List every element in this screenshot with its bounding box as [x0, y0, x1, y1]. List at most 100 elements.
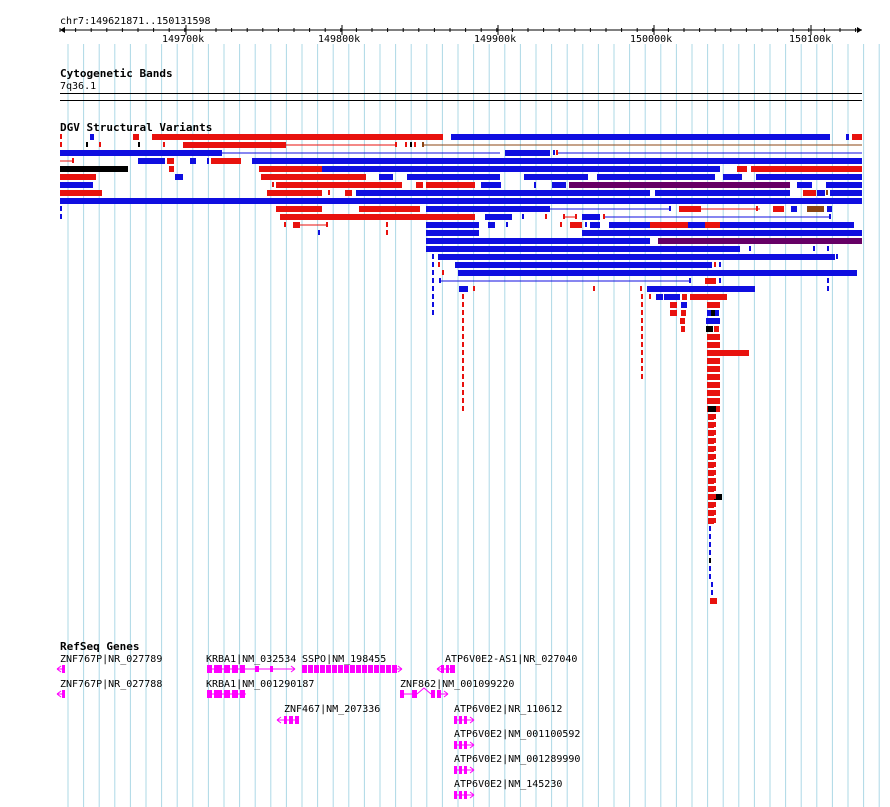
sv-feature[interactable] [670, 302, 677, 308]
sv-feature[interactable] [708, 518, 714, 524]
sv-feature[interactable] [714, 486, 716, 491]
sv-feature[interactable] [836, 254, 838, 259]
sv-feature[interactable] [322, 166, 720, 172]
sv-feature[interactable] [569, 182, 790, 188]
sv-feature[interactable] [252, 158, 862, 164]
sv-feature[interactable] [714, 262, 716, 267]
sv-feature[interactable] [826, 182, 862, 188]
sv-feature[interactable] [707, 382, 720, 388]
sv-feature[interactable] [640, 286, 642, 291]
sv-feature[interactable] [60, 134, 62, 139]
sv-feature[interactable] [570, 222, 582, 228]
sv-feature[interactable] [708, 446, 714, 452]
sv-feature[interactable] [827, 206, 832, 212]
sv-feature[interactable] [60, 150, 222, 156]
sv-feature[interactable] [138, 142, 140, 147]
sv-feature[interactable] [709, 558, 711, 563]
sv-feature[interactable] [641, 318, 643, 323]
sv-feature[interactable] [649, 294, 651, 299]
sv-feature[interactable] [708, 470, 714, 476]
sv-feature[interactable] [791, 206, 797, 212]
sv-feature[interactable] [432, 270, 434, 275]
sv-feature[interactable] [462, 390, 464, 395]
sv-feature[interactable] [426, 238, 650, 244]
sv-feature[interactable] [432, 310, 434, 315]
sv-feature[interactable] [709, 566, 711, 571]
sv-feature[interactable] [655, 190, 790, 196]
sv-feature[interactable] [714, 494, 722, 500]
sv-feature[interactable] [133, 134, 139, 140]
sv-feature[interactable] [395, 142, 397, 147]
gene-exon-feature[interactable] [320, 665, 325, 673]
sv-feature[interactable] [708, 422, 714, 428]
gene-exon-feature[interactable] [314, 665, 319, 673]
gene-exon-feature[interactable] [344, 665, 349, 673]
sv-feature[interactable] [708, 486, 714, 492]
sv-feature[interactable] [714, 422, 716, 427]
gene-label[interactable]: ZNF467|NM_207336 [284, 704, 381, 715]
sv-feature[interactable] [458, 270, 857, 276]
gene-exon-feature[interactable] [431, 690, 435, 698]
sv-feature[interactable] [737, 166, 747, 172]
sv-feature[interactable] [827, 278, 829, 283]
sv-feature[interactable] [386, 230, 388, 235]
sv-feature[interactable] [575, 214, 577, 219]
sv-feature[interactable] [563, 214, 565, 219]
sv-feature[interactable] [710, 598, 717, 604]
gene-exon-feature[interactable] [400, 690, 404, 698]
gene-exon-feature[interactable] [368, 665, 373, 673]
sv-feature[interactable] [293, 222, 300, 228]
gene-label[interactable]: ATP6V0E2|NM_145230 [454, 779, 563, 790]
sv-feature[interactable] [410, 142, 412, 147]
sv-feature[interactable] [714, 502, 716, 507]
sv-feature[interactable] [714, 326, 719, 332]
sv-feature[interactable] [138, 158, 165, 164]
sv-feature[interactable] [681, 310, 686, 316]
sv-feature[interactable] [169, 166, 174, 172]
sv-feature[interactable] [462, 302, 464, 307]
sv-feature[interactable] [462, 406, 464, 411]
gene-exon-feature[interactable] [374, 665, 379, 673]
sv-feature[interactable] [582, 214, 600, 220]
sv-feature[interactable] [714, 454, 716, 459]
gene-exon-feature[interactable] [308, 665, 313, 673]
sv-feature[interactable] [553, 150, 555, 155]
sv-feature[interactable] [773, 206, 784, 212]
refseq-track-title[interactable]: RefSeq Genes [60, 640, 140, 653]
sv-feature[interactable] [416, 182, 423, 188]
sv-feature[interactable] [356, 190, 650, 196]
sv-feature[interactable] [414, 142, 416, 147]
sv-feature[interactable] [505, 150, 550, 156]
sv-feature[interactable] [641, 294, 643, 299]
gene-exon-feature[interactable] [338, 665, 343, 673]
sv-feature[interactable] [72, 158, 74, 163]
sv-feature[interactable] [679, 206, 701, 212]
gene-label[interactable]: ATP6V0E2|NR_110612 [454, 704, 563, 715]
sv-feature[interactable] [797, 182, 812, 188]
sv-feature[interactable] [60, 198, 862, 204]
sv-feature[interactable] [680, 318, 685, 324]
sv-feature[interactable] [60, 142, 62, 147]
coordinate-ruler[interactable] [0, 0, 890, 50]
sv-feature[interactable] [709, 550, 711, 555]
sv-feature[interactable] [723, 174, 742, 180]
sv-feature[interactable] [545, 214, 547, 219]
gene-exon-feature[interactable] [326, 665, 331, 673]
sv-feature[interactable] [593, 286, 595, 291]
sv-feature[interactable] [641, 342, 643, 347]
sv-feature[interactable] [462, 350, 464, 355]
sv-feature[interactable] [183, 142, 286, 148]
sv-feature[interactable] [60, 206, 62, 211]
sv-feature[interactable] [641, 366, 643, 371]
gene-exon-feature[interactable] [362, 665, 367, 673]
sv-feature[interactable] [462, 382, 464, 387]
sv-feature[interactable] [422, 142, 424, 147]
sv-feature[interactable] [846, 134, 849, 140]
sv-feature[interactable] [597, 174, 715, 180]
sv-feature[interactable] [708, 438, 714, 444]
sv-feature[interactable] [714, 470, 716, 475]
gene-exon-feature[interactable] [255, 666, 259, 672]
sv-feature[interactable] [522, 214, 524, 219]
sv-feature[interactable] [524, 174, 588, 180]
sv-feature[interactable] [432, 294, 434, 299]
